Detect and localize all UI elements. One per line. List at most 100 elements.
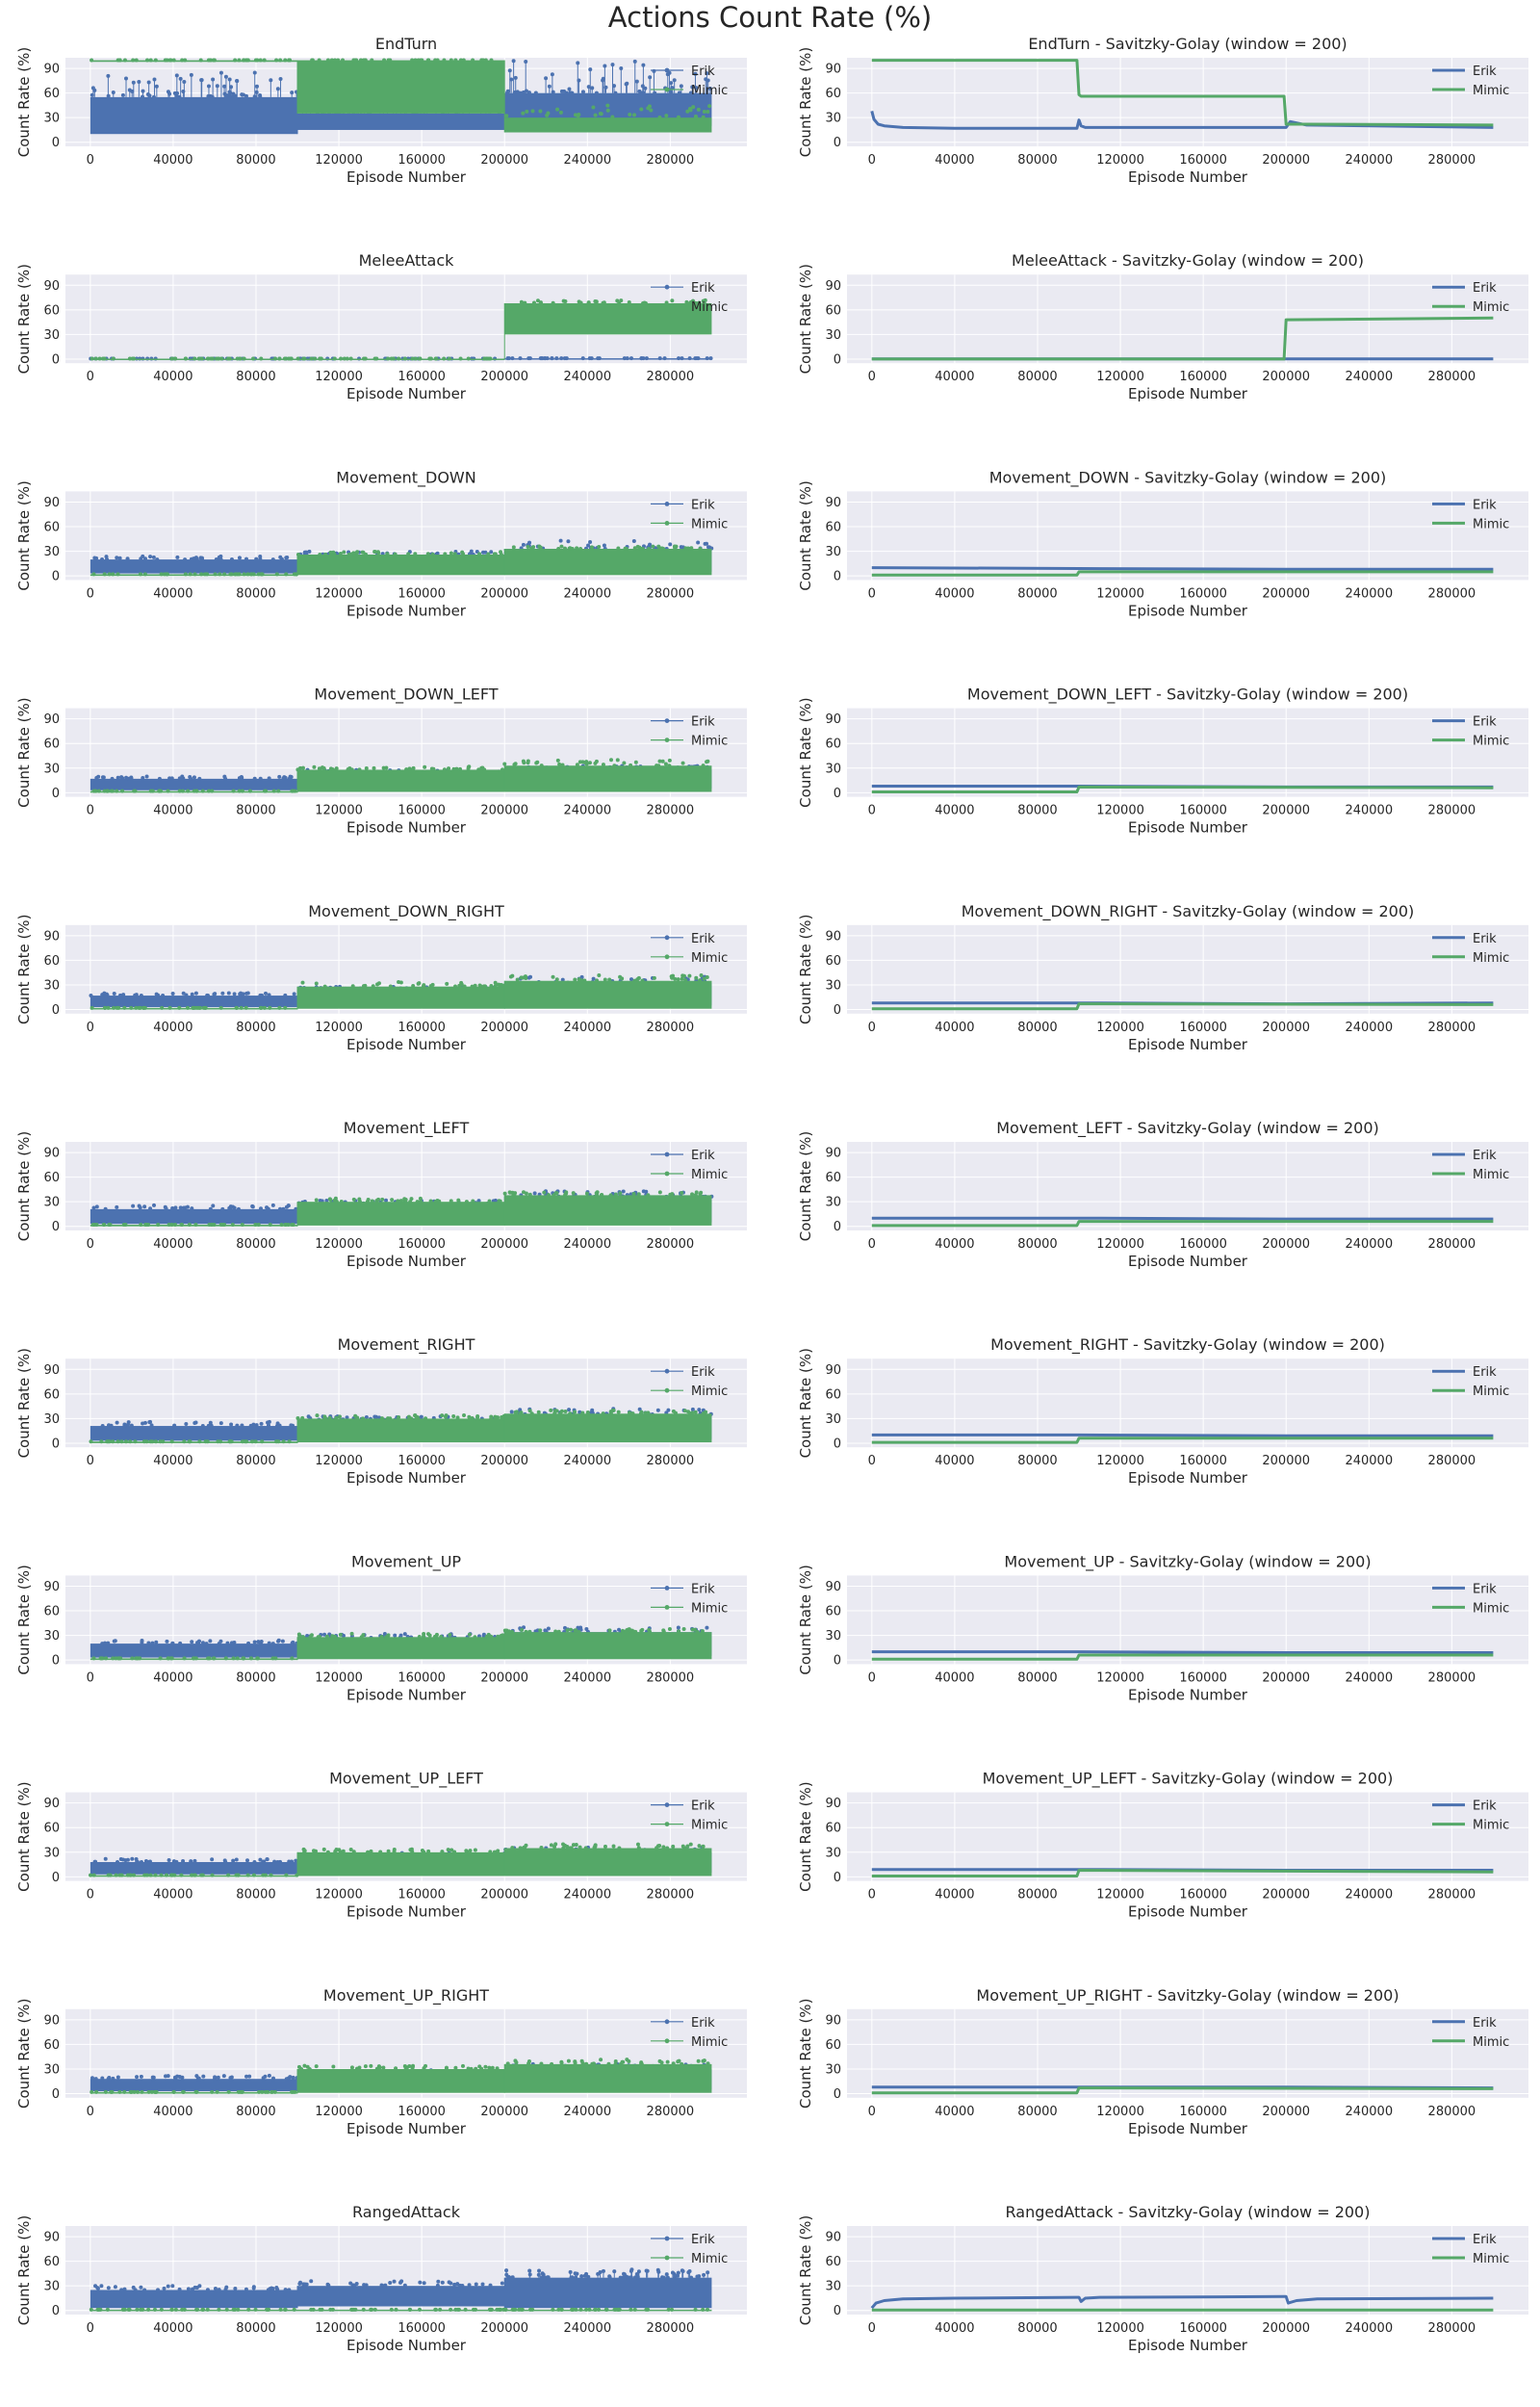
data-point	[151, 1203, 156, 1207]
point-band	[504, 980, 712, 1009]
data-point	[198, 58, 203, 63]
data-point	[422, 983, 426, 988]
data-point	[172, 91, 177, 95]
point-band	[90, 1441, 298, 1443]
data-point	[507, 68, 512, 73]
x-tick-label: 80000	[1017, 1454, 1057, 1468]
chart-title: Movement_DOWN_RIGHT	[308, 902, 504, 921]
x-tick-label: 0	[868, 370, 876, 384]
x-tick-label: 200000	[480, 586, 528, 601]
data-point	[142, 2288, 147, 2292]
data-point	[574, 2307, 578, 2312]
x-tick-label: 240000	[563, 804, 611, 818]
data-point	[330, 1634, 335, 1639]
point-band	[504, 549, 712, 576]
data-point	[379, 1635, 384, 1640]
data-point	[159, 1873, 164, 1877]
data-point	[578, 2307, 583, 2312]
data-point	[577, 112, 581, 116]
data-point	[466, 356, 471, 361]
data-point	[139, 2074, 143, 2079]
data-point	[556, 1629, 561, 1634]
chart-17: 0 40000 80000 120000 160000 200000 240000 28000…	[15, 1770, 747, 1921]
data-point	[590, 86, 595, 91]
data-point	[537, 2268, 542, 2273]
x-tick-label: 200000	[480, 1021, 528, 1035]
x-tick-label: 200000	[1262, 1888, 1310, 1902]
data-point	[583, 1846, 588, 1851]
data-point	[657, 356, 662, 361]
data-point	[117, 556, 122, 560]
data-point	[687, 356, 692, 361]
series-line	[871, 570, 1494, 577]
data-point	[402, 2063, 407, 2068]
data-point	[518, 1846, 523, 1851]
data-point	[591, 105, 596, 110]
y-tick-label: 60	[43, 2255, 60, 2269]
data-point	[646, 1411, 651, 1415]
data-point	[161, 993, 166, 997]
data-point	[505, 356, 510, 361]
data-point	[346, 552, 351, 556]
data-point	[640, 546, 645, 551]
data-point	[487, 2065, 492, 2070]
chart-title: Movement_UP_RIGHT - Savitzky-Golay (wind…	[976, 1986, 1399, 2006]
data-point	[573, 113, 578, 117]
series-line	[871, 1433, 1494, 1437]
y-axis-label: Count Rate (%)	[15, 1348, 33, 1458]
y-tick-label: 90	[825, 1147, 841, 1161]
data-point	[584, 1191, 589, 1196]
data-point	[125, 1873, 130, 1877]
data-point	[404, 767, 409, 772]
legend-label-erik: Erik	[691, 932, 715, 946]
data-point	[349, 2307, 354, 2312]
data-point	[269, 1873, 273, 1877]
series-erik	[871, 566, 1494, 571]
data-point	[233, 572, 238, 577]
data-point	[677, 356, 681, 361]
data-point	[467, 1414, 472, 1419]
data-point	[165, 58, 169, 63]
data-point	[225, 1641, 230, 1645]
data-point	[489, 984, 494, 989]
data-point	[108, 1223, 113, 1228]
data-point	[567, 87, 572, 91]
data-point	[277, 774, 282, 779]
data-point	[134, 1856, 139, 1861]
data-point	[173, 2307, 178, 2312]
x-tick-label: 200000	[480, 1888, 528, 1902]
data-point	[262, 58, 267, 63]
y-tick-label: 30	[43, 545, 60, 559]
plot-marks	[871, 1433, 1494, 1444]
data-point	[238, 356, 243, 361]
data-point	[596, 356, 601, 361]
data-point	[152, 2307, 157, 2312]
chart-title: RangedAttack - Savitzky-Golay (window = …	[1006, 2203, 1371, 2221]
data-point	[130, 1856, 135, 1861]
y-tick-label: 60	[43, 521, 60, 535]
data-point	[522, 1845, 526, 1850]
x-tick-label: 240000	[1345, 1237, 1393, 1252]
data-point	[192, 356, 197, 361]
data-point	[547, 84, 552, 89]
legend-marker-mimic	[664, 738, 670, 742]
data-point	[120, 92, 125, 97]
x-tick-label: 280000	[1428, 1021, 1476, 1035]
legend-marker-mimic	[664, 303, 670, 309]
data-point	[492, 1850, 497, 1854]
x-tick-label: 0	[868, 586, 876, 601]
x-axis-label: Episode Number	[1128, 1036, 1248, 1053]
x-tick-label: 0	[87, 153, 94, 168]
y-axis-label: Count Rate (%)	[15, 1131, 33, 1241]
data-point	[245, 1873, 250, 1877]
data-point	[445, 981, 449, 986]
data-point	[334, 1200, 339, 1204]
data-point	[620, 1628, 625, 1633]
data-point	[294, 1858, 298, 1863]
x-tick-label: 280000	[1428, 153, 1476, 168]
data-point	[579, 974, 584, 979]
point-band	[504, 117, 712, 133]
data-point	[97, 2307, 102, 2312]
data-point	[418, 2280, 423, 2285]
